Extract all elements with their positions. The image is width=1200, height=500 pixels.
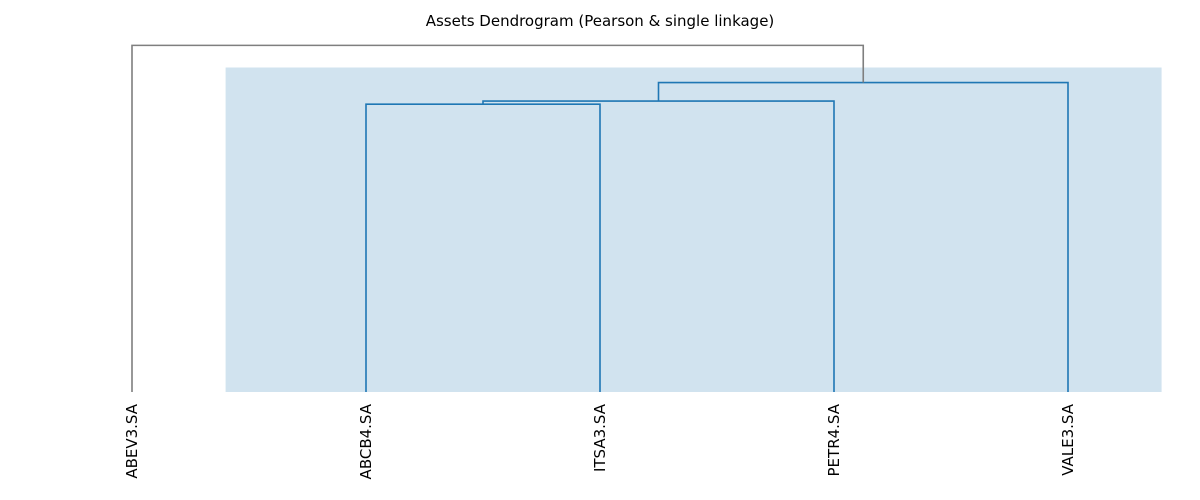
dendrogram-links — [131, 44, 1069, 392]
dendrogram-link-c4 — [131, 44, 865, 392]
leaf-label: PETR4.SA — [825, 403, 843, 476]
leaf-label: ABEV3.SA — [123, 403, 141, 478]
leaf-label: ITSA3.SA — [591, 403, 609, 472]
chart-title: Assets Dendrogram (Pearson & single link… — [426, 12, 775, 30]
leaf-labels: ABEV3.SA ABCB4.SA ITSA3.SA PETR4.SA VALE3.SA — [123, 403, 1077, 479]
leaf-label: ABCB4.SA — [357, 403, 375, 479]
cluster-highlight-region — [225, 67, 1162, 392]
leaf-label: VALE3.SA — [1059, 403, 1077, 476]
